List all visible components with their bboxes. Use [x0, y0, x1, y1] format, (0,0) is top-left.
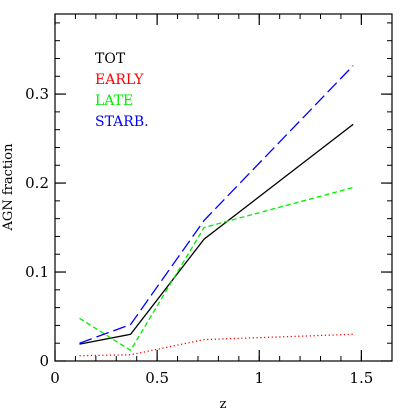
x-axis-label: z	[220, 397, 227, 412]
legend-entry-starb: STARB.	[95, 114, 149, 130]
x-tick-label: 1	[254, 369, 264, 387]
series-line-late	[79, 186, 354, 352]
series-layer	[79, 65, 354, 357]
x-tick-label: 1.5	[349, 369, 373, 387]
axis-ticks	[54, 14, 392, 362]
y-tick-label: 0	[39, 352, 49, 370]
plot-frame	[54, 13, 393, 362]
y-tick-label: 0.3	[25, 85, 49, 103]
y-tick-label: 0.1	[25, 263, 49, 281]
y-tick-label: 0.2	[25, 174, 49, 192]
x-tick-label: 0	[50, 369, 60, 387]
series-line-starb	[79, 65, 354, 344]
tick-labels: 0 0.5 1 1.5 0 0.1 0.2 0.3	[25, 85, 373, 387]
series-line-early	[79, 333, 354, 357]
legend-entry-late: LATE	[95, 93, 133, 109]
legend-entry-early: EARLY	[95, 72, 144, 88]
x-tick-label: 0.5	[145, 369, 169, 387]
series-line-tot	[79, 123, 354, 345]
y-axis-label: AGN fraction	[1, 143, 16, 232]
legend: TOT EARLY LATE STARB.	[95, 51, 149, 130]
legend-entry-tot: TOT	[95, 51, 126, 67]
